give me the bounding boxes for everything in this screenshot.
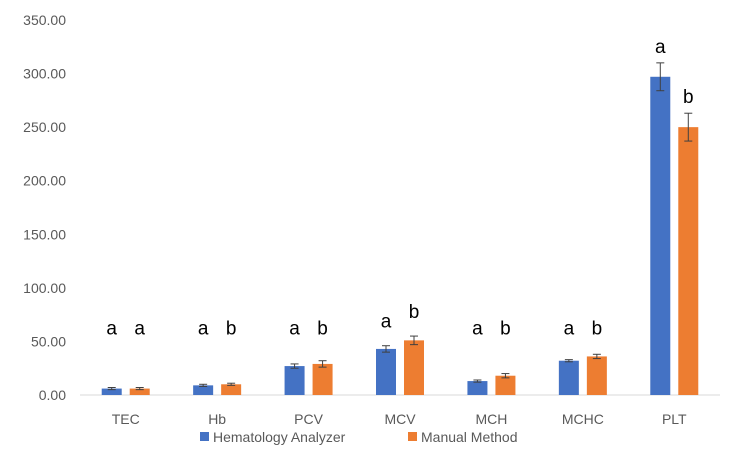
bar-manual-method-mcv [404, 340, 424, 395]
legend-swatch [408, 432, 417, 441]
bar-manual-method-plt [678, 127, 699, 396]
error-bar [684, 112, 693, 142]
significance-letter: a [198, 319, 209, 340]
significance-letter: b [226, 319, 237, 340]
legend-label: Hematology Analyzer [213, 429, 346, 445]
y-tick-label: 100.00 [23, 280, 66, 296]
x-category-label: Hb [208, 411, 226, 427]
significance-letter: b [683, 87, 694, 108]
bar-manual-method-mchc [586, 356, 607, 395]
bar-hematology-analyzer-tec [101, 388, 122, 395]
error-bar [199, 383, 208, 387]
x-category-label: PLT [662, 411, 687, 427]
y-tick-label: 250.00 [23, 119, 66, 135]
y-tick-label: 50.00 [31, 333, 66, 349]
significance-letter: a [655, 37, 666, 58]
legend-swatch [200, 432, 209, 441]
y-tick-label: 350.00 [23, 12, 66, 28]
bar-hematology-analyzer-mch [467, 381, 488, 395]
significance-letter: a [564, 319, 575, 340]
error-bar [656, 62, 665, 92]
error-bar [107, 387, 116, 391]
significance-letter: a [106, 319, 117, 340]
error-bar [290, 363, 299, 369]
error-bar [227, 382, 236, 386]
significance-letter: a [472, 319, 483, 340]
x-category-label: PCV [294, 411, 323, 427]
error-bar [318, 360, 327, 368]
x-category-label: TEC [112, 411, 140, 427]
y-tick-label: 200.00 [23, 173, 66, 189]
legend: Hematology Analyzer Manual Method [200, 429, 518, 445]
significance-letter: b [409, 302, 420, 323]
y-tick-label: 150.00 [23, 226, 66, 242]
significance-letter: b [592, 319, 603, 340]
category-labels: TEC Hb PCV MCV MCH MCHC PLT [112, 411, 687, 427]
error-bar [410, 335, 418, 346]
error-bar [473, 379, 482, 383]
bar-hematology-analyzer-mcv [376, 348, 396, 395]
y-tick-label: 300.00 [23, 66, 66, 82]
error-bar [564, 359, 573, 363]
y-axis-ticks: 0.00 50.00 100.00 150.00 200.00 250.00 300.00 3… [23, 12, 66, 403]
x-category-label: MCHC [562, 411, 604, 427]
error-bar [501, 373, 510, 379]
significance-letter: a [289, 319, 300, 340]
bar-manual-method-pcv [312, 363, 333, 395]
significance-letter: a [134, 319, 145, 340]
error-bars-group [107, 62, 693, 391]
x-category-label: MCV [384, 411, 416, 427]
significance-letter: a [381, 312, 392, 333]
bar-manual-method-mch [495, 375, 516, 395]
error-bar [382, 345, 390, 353]
bar-hematology-analyzer-hb [193, 385, 214, 395]
x-category-label: MCH [475, 411, 507, 427]
significance-letter: b [317, 319, 328, 340]
legend-label: Manual Method [421, 429, 518, 445]
error-bar [592, 353, 601, 360]
bar-hematology-analyzer-pcv [284, 366, 305, 395]
significance-letters: a a a b a b a ba b a bab [106, 37, 693, 340]
significance-letter: b [500, 319, 511, 340]
bar-manual-method-tec [129, 388, 150, 395]
bar-hematology-analyzer-mchc [558, 360, 579, 395]
bars-group [101, 76, 699, 396]
bar-hematology-analyzer-plt [650, 76, 671, 396]
y-tick-label: 0.00 [39, 387, 66, 403]
error-bar [135, 387, 144, 391]
bar-manual-method-hb [221, 384, 242, 395]
